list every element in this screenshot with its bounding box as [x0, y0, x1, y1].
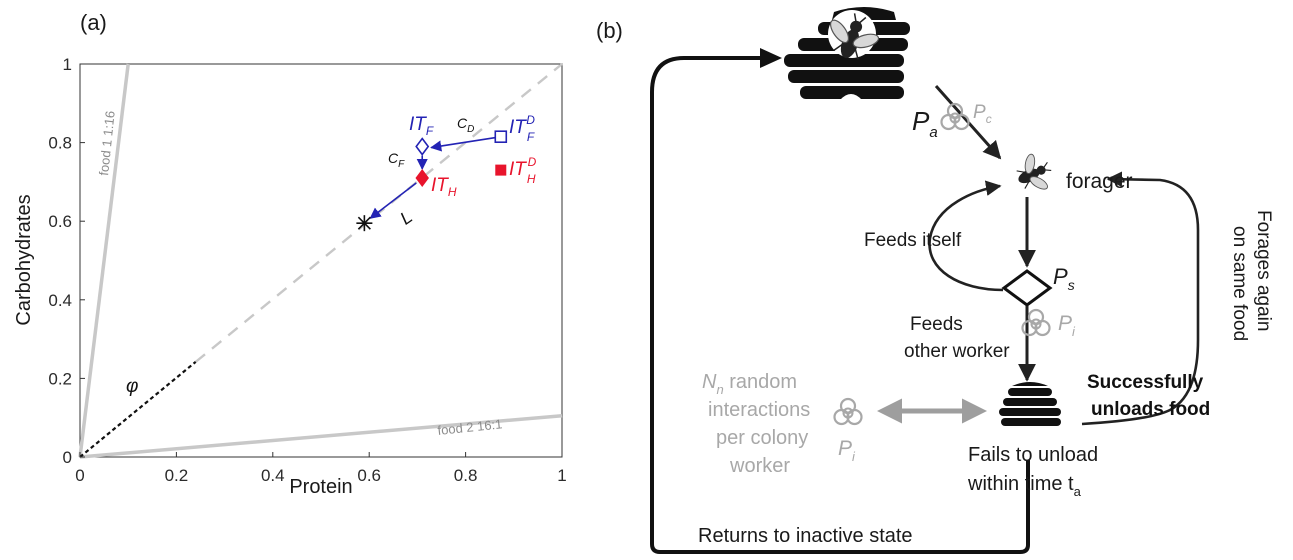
it-h-label: ITH: [431, 175, 457, 199]
pa-label: Pa: [912, 106, 938, 141]
returns-label: Returns to inactive state: [698, 525, 913, 547]
forages-again-line-1: Forages again: [1253, 210, 1274, 331]
food-1-label: food 1 1:16: [96, 110, 118, 176]
random-line-3: per colony: [716, 427, 808, 449]
return-arrowhead: [760, 48, 782, 68]
it-h-marker: [415, 168, 429, 187]
c-f-label: CF: [388, 150, 405, 170]
success-line-2: unloads food: [1091, 399, 1210, 420]
x-tick-label: 0: [75, 466, 84, 485]
food-2-line: [79, 413, 563, 459]
it-f-d-label: ITFD: [509, 113, 535, 144]
forages-again-loop: [1081, 171, 1200, 426]
phi-label: φ: [126, 376, 138, 397]
plot-area: [78, 63, 563, 459]
panel-a-label: (a): [80, 10, 107, 35]
return-loop-line: [650, 56, 1030, 554]
forager-label: forager: [1066, 170, 1133, 193]
y-tick-label: 1: [63, 55, 72, 74]
x-tick-label: 0.4: [261, 466, 285, 485]
food-2-label: food 2 16:1: [437, 416, 503, 438]
target-star-marker: [356, 215, 373, 232]
food-1-line: [78, 63, 130, 458]
decision-diamond: [1001, 269, 1053, 307]
pi-label: Pi: [1058, 312, 1076, 339]
y-tick-label: 0.2: [48, 369, 72, 388]
y-tick-label: 0.8: [48, 134, 72, 153]
it-h-d-marker: [495, 164, 507, 176]
panel-b: (b): [596, 5, 1274, 554]
random-line-4: worker: [729, 455, 790, 477]
ps-label: Ps: [1053, 264, 1075, 293]
y-axis-label: Carbohydrates: [13, 194, 35, 325]
success-line-1: Successfully: [1087, 372, 1204, 393]
biohazard-icon: [833, 397, 863, 426]
pc-label: Pc: [973, 102, 992, 126]
phi-line: [79, 361, 197, 458]
feeds-other-line-2: other worker: [904, 341, 1010, 362]
it-f-d-marker: [494, 130, 508, 144]
it-f-label: ITF: [409, 114, 434, 138]
x-tick-label: 0.2: [165, 466, 189, 485]
l-arrow: [369, 182, 417, 219]
pi-2-label: Pi: [838, 437, 856, 464]
c-d-label: CD: [457, 115, 474, 135]
feeds-itself-label: Feeds itself: [864, 230, 962, 251]
it-f-marker: [415, 137, 430, 156]
y-tick-label: 0.6: [48, 212, 72, 231]
random-interactions-text: Nn random interactions per colony worker: [702, 371, 810, 477]
y-tick-labels: 0 0.2 0.4 0.6 0.8 1: [48, 55, 85, 467]
feeds-other-line-1: Feeds: [910, 314, 963, 335]
it-h-d-label: ITHD: [509, 155, 537, 186]
x-tick-label: 0.8: [454, 466, 478, 485]
return-loop-inner: [655, 91, 1025, 549]
y-tick-label: 0: [63, 448, 72, 467]
c-d-arrow: [430, 136, 495, 152]
y-tick-label: 0.4: [48, 291, 72, 310]
x-tick-label: 1: [557, 466, 566, 485]
forager-fly-icon: [1009, 146, 1059, 201]
x-tick-labels: 0 0.2 0.4 0.6 0.8 1: [75, 452, 567, 485]
colony-hive-icon: [999, 382, 1061, 426]
panel-b-label: (b): [596, 18, 623, 43]
random-line-2: interactions: [708, 399, 810, 421]
panel-a: (a) 0 0.2 0.4 0.6 0.8: [13, 10, 567, 498]
feeds-itself-loop: [928, 180, 1004, 292]
fails-line-2: within time ta: [967, 473, 1082, 499]
x-tick-label: 0.6: [357, 466, 381, 485]
random-line-1: Nn random: [702, 371, 797, 397]
forages-again-line-2: on same food: [1229, 226, 1250, 341]
fails-line-1: Fails to unload: [968, 444, 1098, 466]
x-axis-label: Protein: [289, 476, 352, 498]
